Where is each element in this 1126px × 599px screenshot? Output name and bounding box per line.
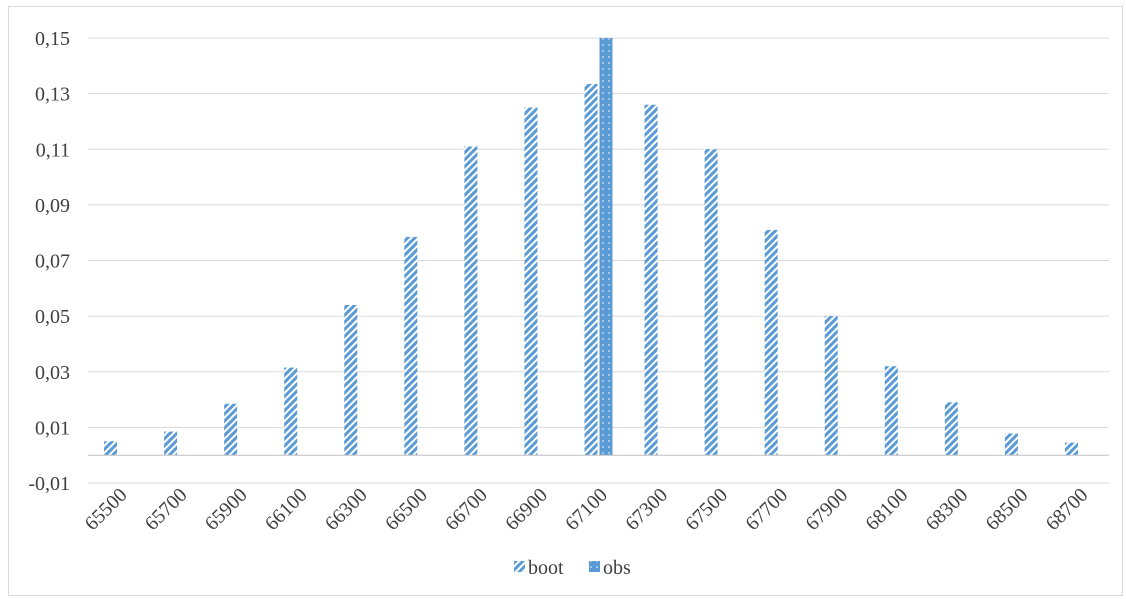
bars <box>104 38 1078 456</box>
x-tick-label: 66500 <box>381 484 432 535</box>
y-tick-label: 0,11 <box>36 139 70 161</box>
legend-label-boot: boot <box>528 557 564 579</box>
bar-boot-66700 <box>464 146 478 456</box>
bar-boot-67300 <box>644 104 658 456</box>
y-tick-label: 0,03 <box>35 362 70 384</box>
x-tick-label: 68700 <box>1042 484 1093 535</box>
bar-boot-66100 <box>284 367 298 456</box>
y-tick-label: 0,05 <box>35 306 70 328</box>
legend-swatch-obs <box>589 561 600 572</box>
bar-boot-65500 <box>104 441 118 456</box>
bar-obs-67100 <box>599 38 613 456</box>
x-tick-label: 66300 <box>321 484 372 535</box>
x-tick-label: 65900 <box>201 484 252 535</box>
x-tick-label: 67700 <box>741 484 792 535</box>
bar-boot-66500 <box>404 236 418 456</box>
y-tick-label: 0,13 <box>35 84 70 106</box>
x-tick-label: 68500 <box>982 484 1033 535</box>
bar-boot-68700 <box>1064 442 1078 456</box>
x-tick-label: 67900 <box>801 484 852 535</box>
x-axis-ticks: 65500 65700 65900 66100 66300 66500 66700 66900… <box>81 484 1093 535</box>
y-tick-label: 0,07 <box>35 251 70 273</box>
bar-boot-68300 <box>944 402 958 456</box>
x-tick-label: 66100 <box>261 484 312 535</box>
y-tick-label: 0,15 <box>35 28 70 50</box>
x-tick-label: 66700 <box>441 484 492 535</box>
x-tick-label: 68100 <box>861 484 912 535</box>
bar-boot-67500 <box>704 149 718 456</box>
chart-frame <box>8 6 1123 596</box>
gridlines <box>88 37 1109 484</box>
x-tick-label: 68300 <box>921 484 972 535</box>
bar-boot-67900 <box>824 316 838 456</box>
y-tick-label: 0,09 <box>35 195 70 217</box>
bar-boot-66900 <box>524 107 538 456</box>
x-tick-label: 67500 <box>681 484 732 535</box>
bar-boot-68100 <box>884 366 898 456</box>
bar-boot-66300 <box>344 305 358 456</box>
legend: boot obs <box>514 557 631 579</box>
y-tick-label: 0,01 <box>35 417 70 439</box>
x-tick-label: 65700 <box>141 484 192 535</box>
y-tick-label: -0,01 <box>28 473 70 495</box>
x-tick-label: 66900 <box>501 484 552 535</box>
y-axis-ticks: -0,01 0,01 0,03 0,05 0,07 0,09 0,11 0,13 0,15 <box>28 28 70 495</box>
bar-boot-67700 <box>764 229 778 456</box>
bar-boot-68500 <box>1004 433 1018 456</box>
x-tick-label: 67300 <box>621 484 672 535</box>
x-tick-label: 67100 <box>561 484 612 535</box>
bar-boot-67100 <box>584 83 598 456</box>
legend-swatch-boot <box>514 561 525 572</box>
bar-boot-65700 <box>164 431 178 456</box>
x-tick-label: 65500 <box>81 484 132 535</box>
legend-label-obs: obs <box>603 557 631 579</box>
bar-boot-65900 <box>224 403 238 456</box>
